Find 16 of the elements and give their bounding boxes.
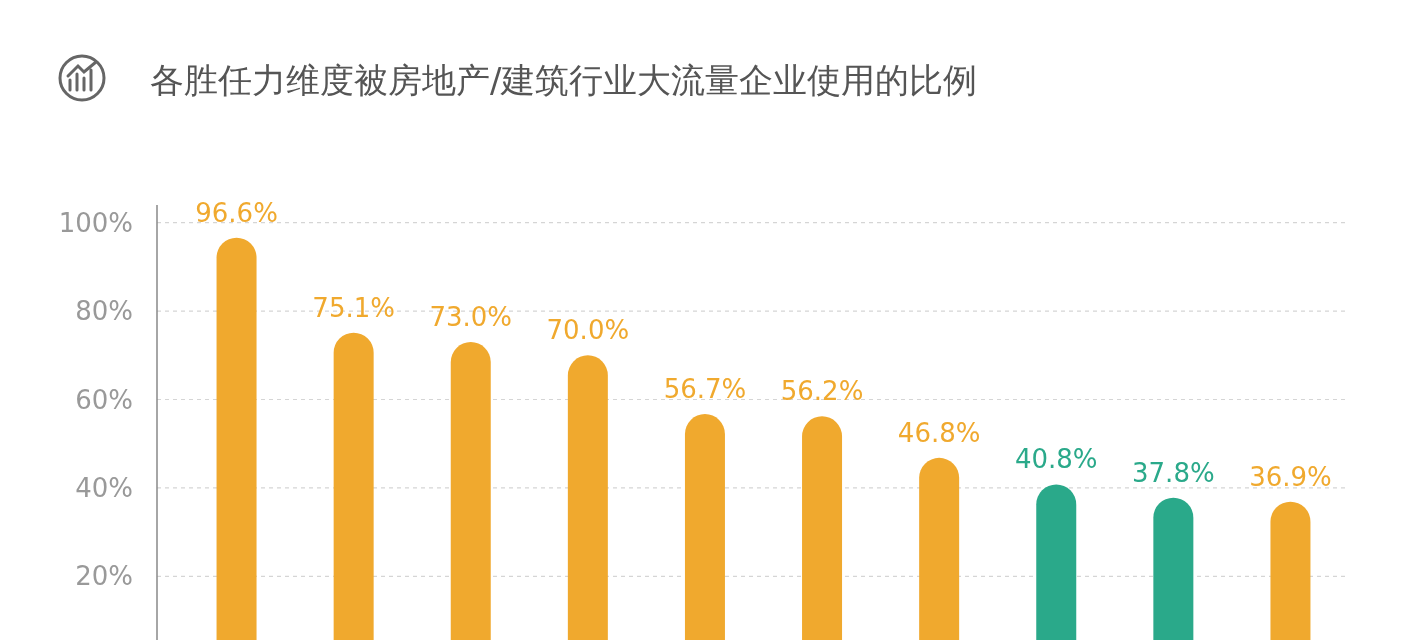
data-label: 75.1% <box>312 292 395 323</box>
data-label: 46.8% <box>897 417 981 448</box>
data-label: 73.0% <box>429 302 513 333</box>
y-tick-label: 100% <box>58 207 133 238</box>
data-label: 56.7% <box>663 374 747 405</box>
data-label: 37.8% <box>1132 457 1215 488</box>
y-tick-label: 20% <box>75 561 133 592</box>
data-label: 96.6% <box>195 197 278 228</box>
data-label: 70.0% <box>546 315 630 346</box>
y-tick-label: 60% <box>75 384 133 415</box>
chart-title: 各胜任力维度被房地产/建筑行业大流量企业使用的比例 <box>150 60 978 100</box>
y-tick-label: 40% <box>75 472 133 503</box>
y-tick-label: 80% <box>75 296 133 327</box>
data-label: 56.2% <box>780 376 864 407</box>
data-label: 40.8% <box>1014 444 1098 475</box>
data-label: 36.9% <box>1249 461 1332 492</box>
